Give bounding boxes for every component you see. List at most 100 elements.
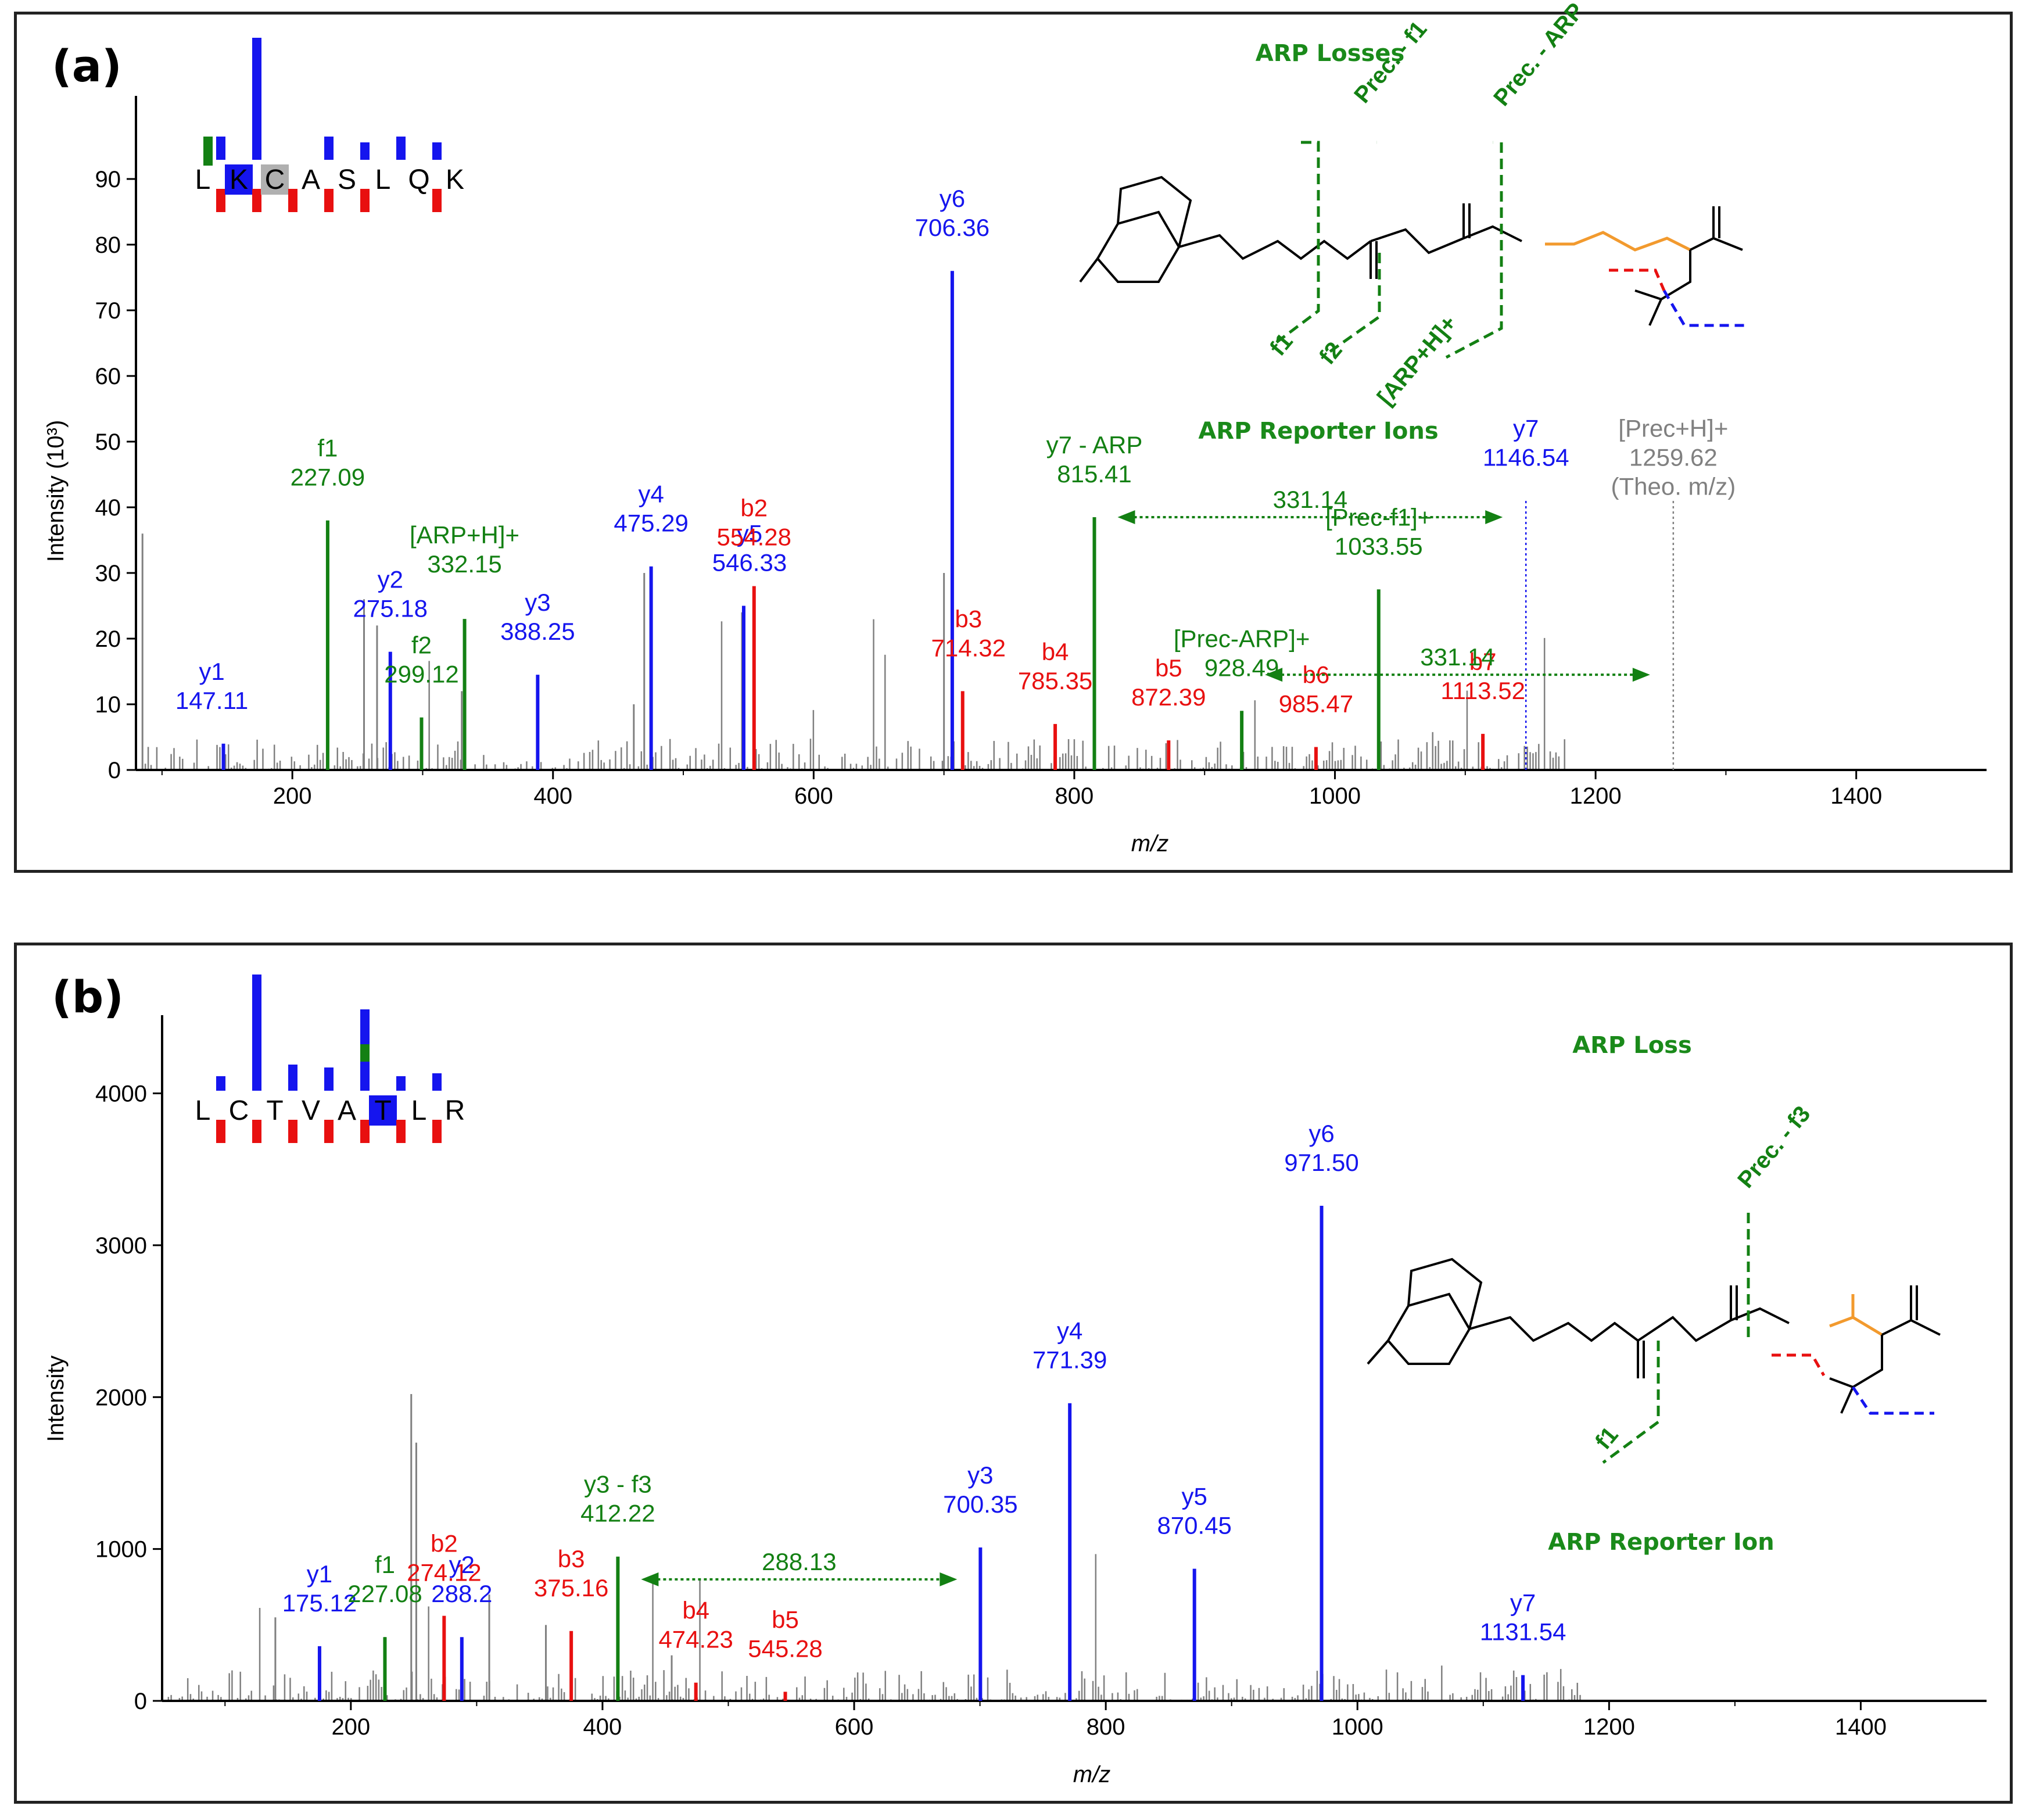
sequence-residue: R (445, 1095, 465, 1126)
peak-name-label: y5 (1182, 1483, 1207, 1510)
x-tick-label: 200 (331, 1714, 370, 1740)
peak-mz-label: 706.36 (915, 214, 990, 241)
mass-difference-arrows: 331.14 331.14 (1117, 486, 1650, 682)
y-tick-label: 0 (108, 758, 121, 783)
b-fragment-bar (252, 189, 261, 212)
amide-end (1829, 1285, 1941, 1414)
b-fragment-bar (216, 189, 225, 212)
peak-name-label: b4 (1042, 638, 1069, 665)
x-tick-label: 1400 (1835, 1714, 1887, 1740)
arp-cleavage-lines (1271, 141, 1503, 359)
x-tick-label: 800 (1087, 1714, 1125, 1740)
arrow-head-right (940, 1572, 958, 1586)
axes: 200 400 600 800 1000 1200 1400 0 10 20 30 40 50 60 70 8… (95, 96, 1987, 809)
y-cleavage (1851, 1386, 1934, 1415)
peak-name-label: b2 (431, 1530, 458, 1557)
peak-mz-label: 971.50 (1284, 1149, 1358, 1176)
b-cleavage (1609, 268, 1666, 291)
y-fragment-bar (252, 38, 261, 160)
peak-name-label: f1 (375, 1551, 395, 1578)
peak-mz-label: 546.33 (712, 549, 787, 576)
peak-mz-label: 275.18 (353, 595, 428, 622)
peak-mz-label: 474.23 (658, 1626, 733, 1653)
y-fragment-bar (396, 137, 406, 160)
y-fragment-bar (396, 1076, 406, 1091)
b-fragment-bar (432, 1120, 442, 1143)
x-tick-label: 1400 (1830, 783, 1882, 809)
spectrum-a-svg: (a) 200 400 600 800 1000 1200 1400 0 10 20 30 40 50 6… (43, 0, 1987, 857)
diff-value-label: 331.14 (1420, 643, 1494, 671)
y-tick-label: 2000 (95, 1385, 147, 1410)
label-f1: f1 (1265, 328, 1298, 361)
y-tick-label: 60 (95, 364, 121, 389)
b-fragment-bar (360, 189, 370, 212)
arp-fragment-bar (360, 1044, 370, 1062)
y-tick-label: 10 (95, 692, 121, 718)
y-tick-label: 1000 (95, 1537, 147, 1563)
diff-value-label: 331.14 (1273, 486, 1347, 513)
b-fragment-bar (324, 1120, 334, 1143)
peak-mz-label: 700.35 (943, 1491, 1017, 1518)
peaks (221, 271, 1675, 770)
peak-name-label: f1 (317, 435, 338, 462)
peak-name-label: y7 (1513, 415, 1539, 442)
y-fragment-bar (252, 975, 261, 1091)
y-fragment-bar (324, 1067, 334, 1091)
sequence-residue: L (195, 1095, 211, 1126)
peak-mz-label: 227.09 (291, 464, 365, 491)
peak-name-label: b5 (1155, 654, 1182, 682)
y-cleavage (1662, 289, 1748, 327)
y-tick-label: 90 (95, 167, 121, 192)
peak-name-label: [Prec-ARP]+ (1174, 625, 1310, 652)
peak-mz-label: 1146.54 (1483, 444, 1569, 471)
x-tick-label: 200 (273, 783, 312, 809)
axes: 200 400 600 800 1000 1200 1400 0 1000 2000 3000 400… (95, 1015, 1987, 1740)
peak-mz-label: 475.29 (614, 510, 688, 537)
b-fragment-bar (324, 189, 334, 212)
peak-name-label: y2 (378, 566, 403, 593)
structure-title-bottom: ARP Reporter Ions (1198, 418, 1438, 445)
peak-mz-label: 227.08 (347, 1580, 422, 1607)
panel-a: (a) 200 400 600 800 1000 1200 1400 0 10 20 30 40 50 6… (14, 0, 2013, 873)
y-axis-label: Intensity (43, 1356, 69, 1442)
x-tick-label: 1200 (1570, 783, 1622, 809)
x-tick-label: 1000 (1332, 1714, 1383, 1740)
y-tick-label: 70 (95, 298, 121, 324)
label-prec-f3: Prec. - f3 (1733, 1101, 1815, 1193)
sequence-residue: S (338, 164, 356, 195)
noise-peaks (141, 533, 1568, 770)
arrow-head-left (1265, 668, 1283, 682)
peak-name-label: [Prec+H]+ (1618, 415, 1728, 442)
panel-b: (b) 200 400 600 800 1000 1200 1400 0 1000 2000 300… (14, 943, 2013, 1804)
structure-title-bottom: ARP Reporter Ion (1548, 1529, 1774, 1556)
structure-title-top: ARP Loss (1572, 1032, 1692, 1059)
label-arp-h: [ARP+H]+ (1372, 310, 1462, 410)
x-tick-label: 400 (533, 783, 572, 809)
y-tick-label: 40 (95, 495, 121, 521)
sequence-residue: T (266, 1095, 283, 1126)
peak-name-label: y2 (449, 1551, 475, 1578)
peak-mz-label: 872.39 (1131, 683, 1206, 711)
peak-mz-label: 388.25 (500, 618, 575, 645)
label-f2: f2 (1314, 337, 1347, 370)
y-tick-label: 80 (95, 232, 121, 258)
label-f1: f1 (1590, 1422, 1623, 1454)
arp-cleavage-lines (1602, 1213, 1750, 1464)
arrow-head-right (1632, 668, 1650, 682)
peak-mz-label: 985.47 (1279, 690, 1353, 717)
b-fragment-bar (360, 1120, 370, 1143)
sequence-residue: T (374, 1095, 391, 1126)
y-fragment-bar (432, 1073, 442, 1091)
peak-mz-label: 274.12 (407, 1559, 481, 1586)
peak-name-label: y3 - f3 (584, 1471, 652, 1498)
sequence-residue: A (302, 164, 320, 195)
y-fragment-bar (432, 142, 442, 160)
peak-name-label: y7 - ARP (1046, 431, 1143, 458)
peak-mz-label: 147.11 (175, 687, 248, 714)
peak-name-label: y4 (638, 481, 664, 508)
residue-highlight (225, 164, 253, 195)
peak-name-label: [ARP+H]+ (410, 521, 519, 549)
